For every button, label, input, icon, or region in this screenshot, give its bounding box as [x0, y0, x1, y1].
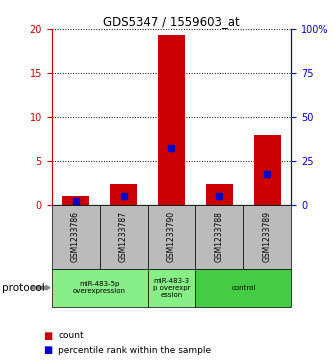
Text: GSM1233789: GSM1233789: [263, 211, 272, 262]
Text: miR-483-3
p overexpr
ession: miR-483-3 p overexpr ession: [153, 278, 190, 298]
Text: ■: ■: [43, 331, 53, 341]
Text: miR-483-5p
overexpression: miR-483-5p overexpression: [73, 281, 126, 294]
Text: GSM1233787: GSM1233787: [119, 211, 128, 262]
Bar: [206, 184, 233, 205]
Text: GSM1233790: GSM1233790: [167, 211, 176, 262]
Bar: [62, 196, 89, 205]
Text: control: control: [231, 285, 256, 291]
Text: count: count: [58, 331, 84, 340]
Text: GSM1233788: GSM1233788: [215, 211, 224, 262]
Text: ■: ■: [43, 345, 53, 355]
Text: percentile rank within the sample: percentile rank within the sample: [58, 346, 211, 355]
Bar: [254, 135, 281, 205]
Title: GDS5347 / 1559603_at: GDS5347 / 1559603_at: [103, 15, 240, 28]
Text: protocol: protocol: [2, 283, 44, 293]
Text: GSM1233786: GSM1233786: [71, 211, 80, 262]
Bar: [158, 35, 185, 205]
Bar: [110, 184, 137, 205]
